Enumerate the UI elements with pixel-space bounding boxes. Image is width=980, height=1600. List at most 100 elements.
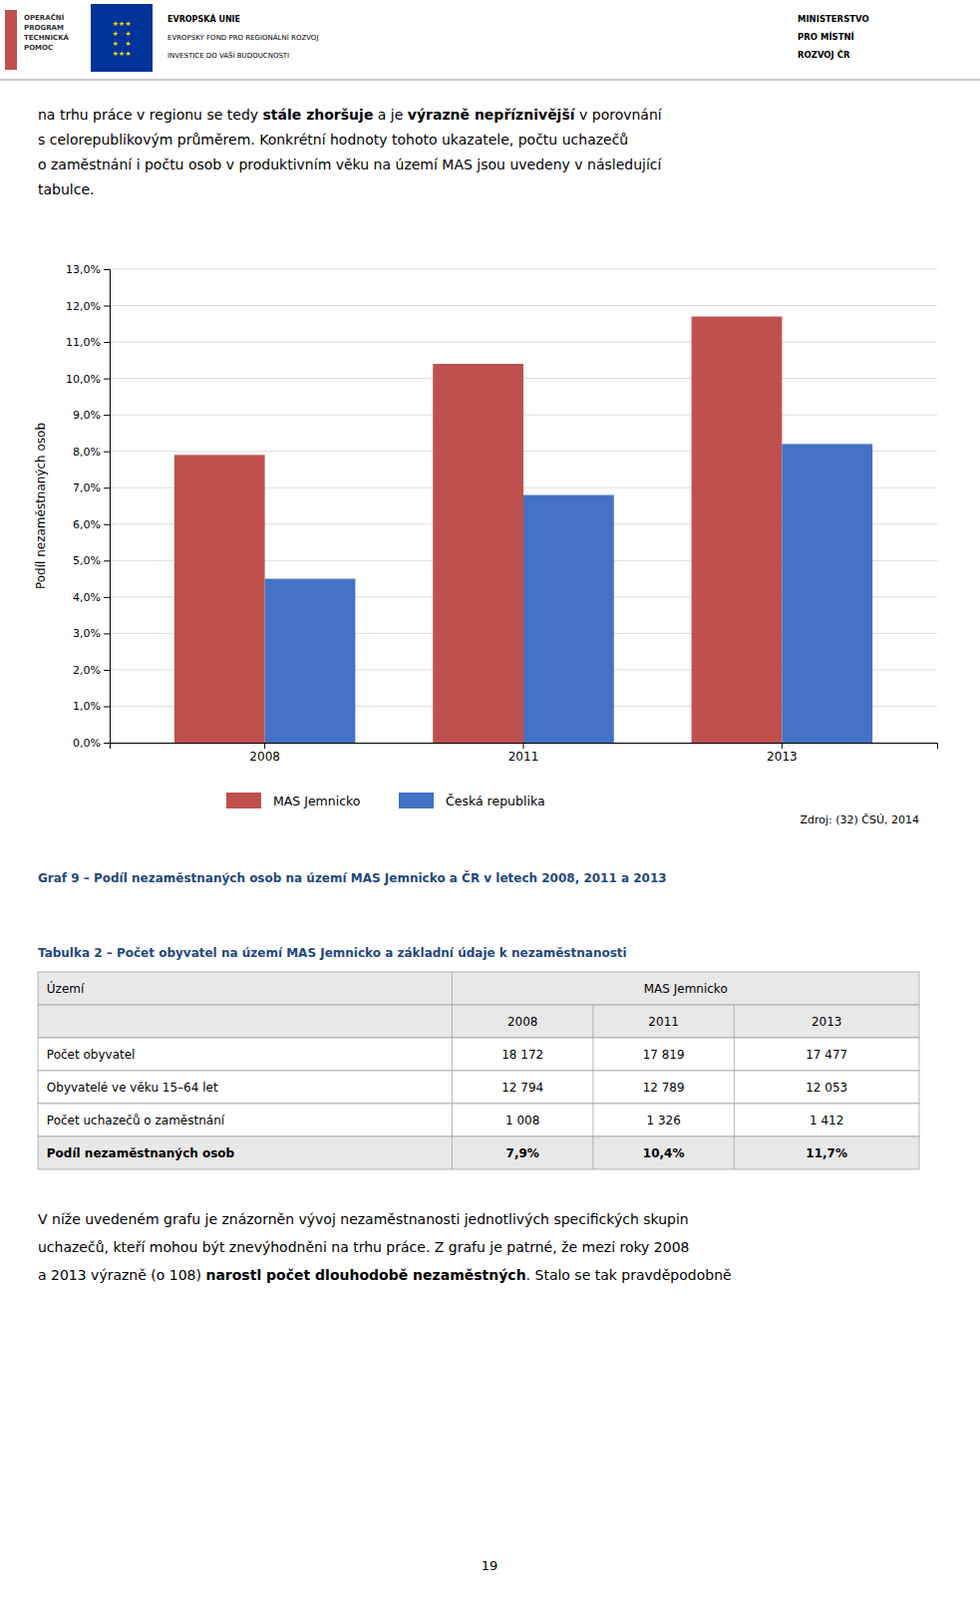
y-tick-label: 13,0% <box>65 263 101 277</box>
legend-swatch <box>226 792 262 809</box>
y-tick-label: 3,0% <box>72 627 101 641</box>
table-cell: Počet obyvatel <box>46 1047 136 1062</box>
table-cell: 17 819 <box>643 1047 685 1062</box>
y-tick-label: 10,0% <box>65 372 101 386</box>
y-tick: 0,0% <box>72 736 110 750</box>
y-tick-mark <box>103 306 110 308</box>
x-axis-line <box>110 743 939 750</box>
ministry-text: PRO MÍSTNÍ <box>797 30 855 42</box>
eu-text: EVROPSKÁ UNIE <box>167 12 241 24</box>
x-tick-label: 2013 <box>766 749 798 764</box>
bar <box>174 454 266 743</box>
y-tick: 11,0% <box>65 335 110 349</box>
closing-line-part: narostl počet dlouhodobě nezaměstných <box>205 1267 526 1284</box>
ministry-text: MINISTERSTVO <box>797 13 870 24</box>
y-tick-mark <box>103 705 110 707</box>
intro-line: na trhu práce v regionu se tedy stále zh… <box>37 106 663 123</box>
eu-text: INVESTICE DO VAŠÍ BUDOUCNOSTI <box>167 50 290 60</box>
y-axis-line <box>103 270 111 744</box>
y-tick-label: 9,0% <box>72 408 101 422</box>
closing-line-part: a 2013 výrazně (o 108) <box>37 1267 206 1284</box>
grid-line <box>109 305 938 307</box>
closing-line-part: uchazečů, kteří mohou být znevýhodněni n… <box>37 1239 689 1256</box>
y-tick: 9,0% <box>72 408 110 422</box>
y-tick-label: 5,0% <box>72 554 101 568</box>
x-tick: 2008 <box>249 742 281 764</box>
eu-flag <box>90 3 153 72</box>
y-tick: 4,0% <box>72 591 110 605</box>
table-cell: 12 789 <box>643 1080 685 1095</box>
legend-swatch <box>398 792 434 809</box>
intro-line: o zaměstnání i počtu osob v produktivním… <box>37 156 663 173</box>
y-tick: 12,0% <box>65 300 110 314</box>
grid <box>109 269 938 743</box>
y-tick-mark <box>103 414 110 416</box>
table-cell: 18 172 <box>501 1047 544 1062</box>
table-cell: 2011 <box>648 1014 679 1029</box>
table-col-line <box>592 1004 594 1170</box>
table-col-line <box>451 972 453 1170</box>
y-tick-mark <box>103 560 110 562</box>
y-tick-label: 11,0% <box>65 335 101 349</box>
y-tick-mark <box>103 378 110 380</box>
logo-text: OPERAČNÍ <box>23 12 65 22</box>
legend-label: MAS Jemnicko <box>273 793 361 809</box>
intro-line-part: s celorepublikovým průměrem. Konkrétní h… <box>37 131 629 148</box>
y-tick: 3,0% <box>72 627 110 641</box>
table-cell: 2008 <box>507 1014 539 1029</box>
y-tick: 1,0% <box>72 699 110 713</box>
table-cell: 11,7% <box>805 1146 848 1161</box>
y-tick-label: 6,0% <box>72 518 101 532</box>
y-tick-label: 12,0% <box>65 300 101 314</box>
page: OPERAČNÍPROGRAMTECHNICKÁPOMOC★★★★ ★★ ★★★… <box>0 0 980 1600</box>
bar <box>265 579 356 743</box>
y-axis: 0,0% 1,0% 2,0% 3,0% 4,0% 5,0% 6,0% 7,0% 8,0% 9,0%… <box>65 263 110 750</box>
logo-text: POMOC <box>23 43 53 52</box>
y-tick-mark <box>103 451 110 453</box>
intro-line-part: o zaměstnání i počtu osob v produktivním… <box>37 156 663 173</box>
intro-line: tabulce. <box>37 181 94 198</box>
table-cell: 17 477 <box>805 1047 848 1062</box>
table-row-bg <box>37 1136 920 1170</box>
x-axis: 2008 2011 2013 <box>110 742 939 764</box>
y-tick-mark <box>103 597 110 599</box>
y-tick: 6,0% <box>72 518 110 532</box>
table-row-bg <box>37 1103 920 1137</box>
x-tick: 2011 <box>508 742 540 764</box>
y-tick-label: 2,0% <box>72 663 101 677</box>
table-cell: 12 053 <box>805 1080 848 1095</box>
table-cell: Území <box>46 980 85 996</box>
intro-line-part: tabulce. <box>37 181 94 198</box>
page-number: 19 <box>481 1558 499 1574</box>
y-tick-label: 7,0% <box>72 481 101 495</box>
logo-text: TECHNICKÁ <box>23 32 70 42</box>
y-tick-label: 4,0% <box>72 591 101 605</box>
table: ÚzemíMAS Jemnicko200820112013Počet obyva… <box>37 972 920 1170</box>
y-tick-mark <box>103 341 110 343</box>
y-tick: 10,0% <box>65 372 110 386</box>
y-tick-label: 0,0% <box>72 736 101 750</box>
table-col-line <box>733 1004 735 1170</box>
y-tick: 7,0% <box>72 481 110 495</box>
y-tick: 5,0% <box>72 554 110 568</box>
table-title: Tabulka 2 – Počet obyvatel na území MAS … <box>37 946 628 961</box>
bar <box>432 363 524 743</box>
header: OPERAČNÍPROGRAMTECHNICKÁPOMOC★★★★ ★★ ★★★… <box>0 3 980 80</box>
flag-stars: ★ ★ <box>111 29 131 38</box>
intro-line-part: a je <box>372 106 407 123</box>
grid-line <box>109 269 938 271</box>
table-row-bg <box>37 1070 920 1104</box>
table-cell: 7,9% <box>506 1146 540 1161</box>
x-tick-label: 2011 <box>508 749 540 764</box>
table-cell: 1 412 <box>809 1113 844 1128</box>
x-tick-mark <box>264 742 266 749</box>
intro-line: s celorepublikovým průměrem. Konkrétní h… <box>37 131 629 148</box>
y-tick: 2,0% <box>72 663 110 677</box>
table-cell: 10,4% <box>643 1146 685 1161</box>
source-note: Zdroj: (32) ČSÚ, 2014 <box>799 813 920 827</box>
bars <box>174 317 873 744</box>
chart: 0,0% 1,0% 2,0% 3,0% 4,0% 5,0% 6,0% 7,0% 8,0% 9,0%… <box>33 263 939 886</box>
closing-line-part: . Stalo se tak pravděpodobně <box>526 1267 732 1284</box>
bar <box>691 317 783 744</box>
y-tick: 8,0% <box>72 445 110 459</box>
